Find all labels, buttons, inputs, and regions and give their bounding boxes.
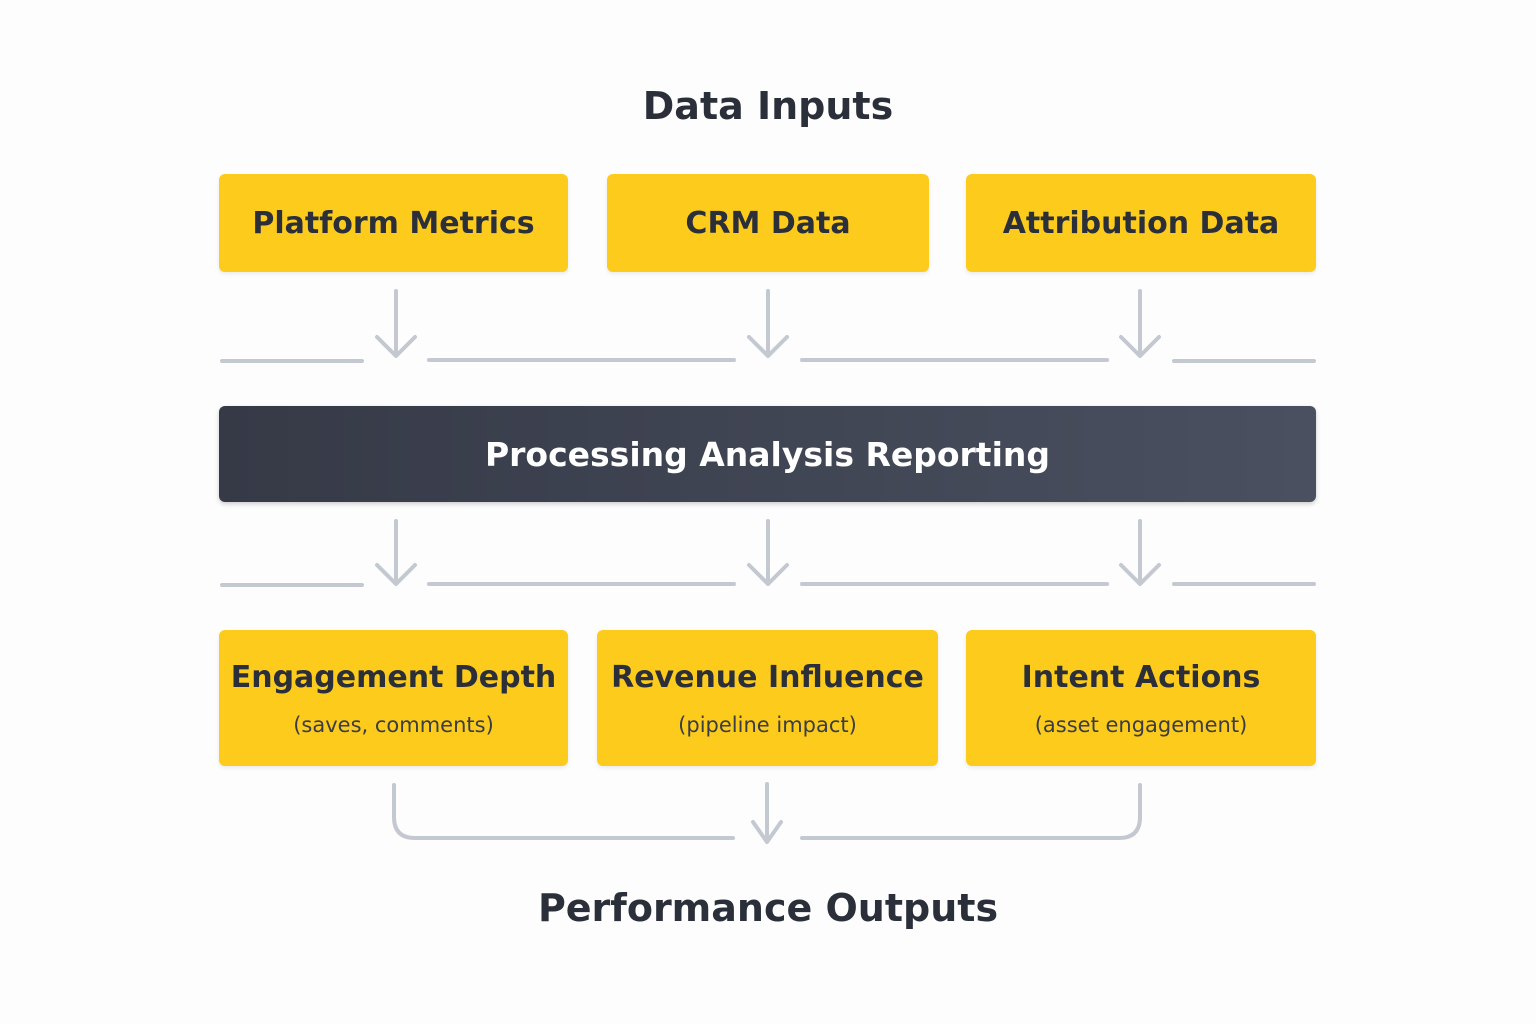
input-label: CRM Data [685,205,851,241]
middle-connectors [220,519,1316,587]
processing-label: Processing Analysis Reporting [484,434,1051,474]
performance-outputs-title: Performance Outputs [537,886,999,930]
connector-line [392,783,735,840]
input-box-attribution-data: Attribution Data [966,174,1316,272]
top-connectors [220,289,1316,363]
arrow-down-icon [751,782,783,844]
arrow-down-icon [1119,519,1161,586]
input-box-platform-metrics: Platform Metrics [219,174,568,272]
arrow-down-icon [375,519,417,586]
data-inputs-title: Data Inputs [642,84,894,128]
bottom-connectors [392,782,1142,844]
connector-line [220,358,1316,363]
processing-bar: Processing Analysis Reporting [219,406,1316,502]
connector-line [800,783,1142,840]
output-box-engagement-depth: Engagement Depth (saves, comments) [219,630,568,766]
input-label: Attribution Data [1002,205,1280,241]
input-box-crm-data: CRM Data [607,174,929,272]
arrow-down-icon [747,519,789,586]
output-label: Engagement Depth [230,659,557,695]
connector-line [220,582,1316,587]
output-box-revenue-influence: Revenue Influence (pipeline impact) [597,630,938,766]
arrow-down-icon [375,289,417,358]
output-sublabel: (saves, comments) [293,712,494,737]
output-sublabel: (pipeline impact) [678,712,857,737]
output-sublabel: (asset engagement) [1034,712,1248,737]
output-label: Intent Actions [1021,659,1261,695]
input-label: Platform Metrics [252,205,535,241]
arrow-down-icon [1119,289,1161,358]
arrow-down-icon [747,289,789,358]
output-box-intent-actions: Intent Actions (asset engagement) [966,630,1316,766]
output-label: Revenue Influence [611,659,924,695]
